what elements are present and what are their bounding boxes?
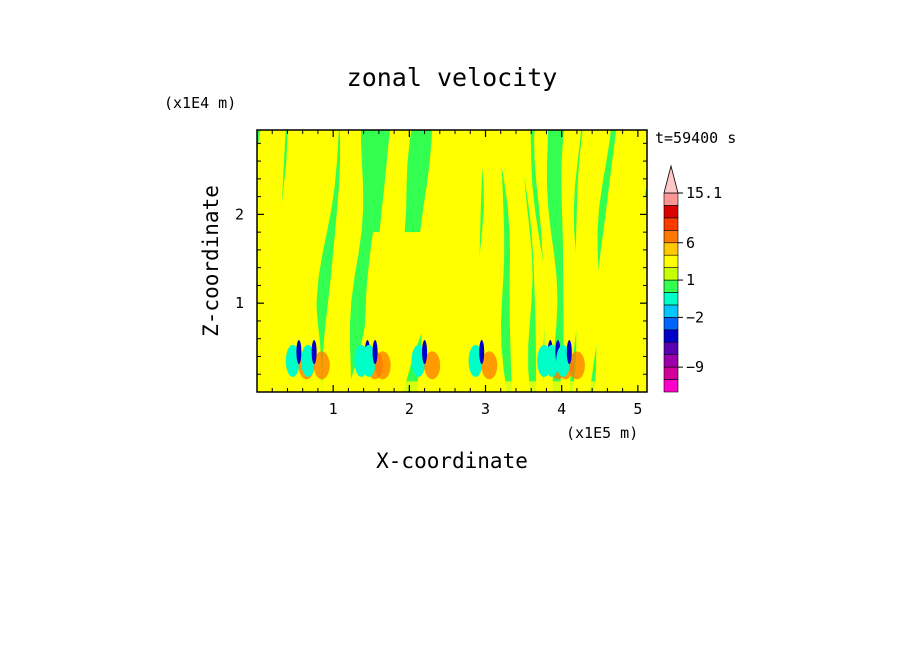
field-region-positive	[440, 130, 485, 392]
field-region-negative	[556, 344, 571, 377]
field-region-negative	[285, 344, 300, 377]
colorbar-tick-label: 15.1	[686, 184, 722, 202]
field-region-positive	[520, 130, 546, 392]
field-region-positive	[497, 130, 533, 392]
plot-area	[257, 130, 647, 392]
chart-title: zonal velocity	[347, 63, 558, 92]
colorbar-swatch	[663, 230, 679, 244]
colorbar-swatch	[663, 341, 679, 355]
field-region-strong-negative	[566, 340, 572, 365]
field-region-negative	[301, 344, 316, 377]
colorbar-swatch	[663, 254, 679, 268]
colorbar-tick-label: −2	[686, 308, 704, 326]
field-region-strong-positive	[568, 351, 585, 380]
field-region-strong-negative	[422, 340, 428, 365]
field-region-strong-positive	[424, 351, 441, 380]
field-region-positive	[534, 130, 558, 392]
colorbar-extend-arrow	[663, 164, 679, 194]
colorbar-swatch	[663, 366, 679, 380]
x-unit-label: (x1E5 m)	[566, 424, 638, 442]
x-axis-label: X-coordinate	[376, 449, 528, 473]
x-tick-label: 5	[633, 400, 642, 418]
colorbar-swatch	[663, 242, 679, 256]
field-region-positive	[299, 130, 339, 392]
field-region-positive	[594, 130, 647, 392]
field-surface-band	[257, 381, 647, 392]
field-region-negative	[544, 344, 559, 377]
field-region-positive	[622, 196, 647, 392]
field-region-positive	[322, 130, 364, 392]
field-region-negative	[411, 344, 426, 377]
colorbar-tick-label: 1	[686, 271, 695, 289]
field-region-positive	[559, 130, 582, 392]
colorbar-swatch	[663, 267, 679, 281]
colorbar-swatch	[663, 317, 679, 331]
colorbar-tick-label: −9	[686, 358, 704, 376]
x-axis: 1 2 3 4 5	[271, 130, 642, 418]
plot-frame	[256, 129, 648, 393]
field-region-strong-negative	[372, 340, 378, 365]
colorbar-swatch	[663, 279, 679, 293]
field-region-negative	[361, 344, 376, 377]
colorbar-swatch	[663, 329, 679, 343]
x-tick-label: 2	[405, 400, 414, 418]
colorbar-swatch	[663, 354, 679, 368]
time-label: t=59400 s	[655, 129, 736, 147]
field-region-negative	[468, 344, 483, 377]
y-tick-label: 2	[235, 205, 244, 223]
colorbar-tick-label: 6	[686, 234, 695, 252]
colorbar-swatch	[663, 192, 679, 206]
field-region-strong-positive	[374, 351, 391, 380]
colorbar-swatch	[663, 205, 679, 219]
colorbar-swatch	[663, 379, 679, 393]
x-tick-label: 1	[329, 400, 338, 418]
x-tick-label: 4	[557, 400, 566, 418]
field-region-strong-negative	[479, 340, 485, 365]
colorbar-swatch	[663, 304, 679, 318]
field-region-strong-negative	[296, 340, 302, 365]
colorbar-swatch	[663, 292, 679, 306]
y-axis: 12	[235, 142, 647, 375]
y-tick-label: 1	[235, 294, 244, 312]
colorbar-swatch	[663, 217, 679, 231]
field-region-positive	[572, 130, 611, 392]
field-region-strong-positive	[313, 351, 330, 380]
y-unit-label: (x1E4 m)	[164, 94, 236, 112]
x-tick-label: 3	[481, 400, 490, 418]
field-region-positive	[476, 130, 507, 392]
y-axis-label: Z-coordinate	[199, 185, 223, 337]
field-region-strong-negative	[311, 340, 317, 365]
field-region-strong-positive	[481, 351, 498, 380]
colorbar: 15.1 6 1 −2 −9	[663, 164, 722, 393]
